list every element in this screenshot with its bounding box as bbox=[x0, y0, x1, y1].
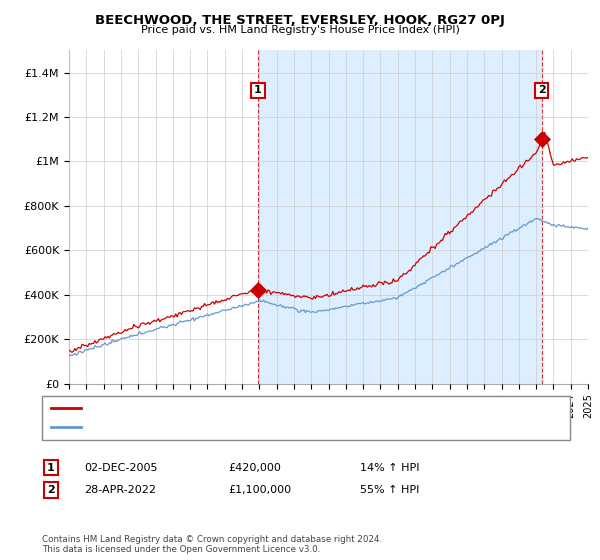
Text: 2: 2 bbox=[538, 85, 545, 95]
Text: £1,100,000: £1,100,000 bbox=[228, 485, 291, 495]
Text: 28-APR-2022: 28-APR-2022 bbox=[84, 485, 156, 495]
Text: 55% ↑ HPI: 55% ↑ HPI bbox=[360, 485, 419, 495]
Point bbox=[253, 286, 263, 295]
Text: BEECHWOOD, THE STREET, EVERSLEY, HOOK, RG27 0PJ (detached house): BEECHWOOD, THE STREET, EVERSLEY, HOOK, R… bbox=[87, 403, 472, 413]
Text: HPI: Average price, detached house, Hart: HPI: Average price, detached house, Hart bbox=[87, 422, 302, 432]
Text: 2: 2 bbox=[47, 485, 55, 495]
Text: BEECHWOOD, THE STREET, EVERSLEY, HOOK, RG27 0PJ: BEECHWOOD, THE STREET, EVERSLEY, HOOK, R… bbox=[95, 14, 505, 27]
Text: Price paid vs. HM Land Registry's House Price Index (HPI): Price paid vs. HM Land Registry's House … bbox=[140, 25, 460, 35]
Text: 14% ↑ HPI: 14% ↑ HPI bbox=[360, 463, 419, 473]
Bar bbox=[258, 50, 542, 384]
Text: £420,000: £420,000 bbox=[228, 463, 281, 473]
Text: Contains HM Land Registry data © Crown copyright and database right 2024.
This d: Contains HM Land Registry data © Crown c… bbox=[42, 535, 382, 554]
Text: 1: 1 bbox=[254, 85, 262, 95]
Text: 1: 1 bbox=[47, 463, 55, 473]
Text: 02-DEC-2005: 02-DEC-2005 bbox=[84, 463, 157, 473]
Point bbox=[537, 135, 547, 144]
